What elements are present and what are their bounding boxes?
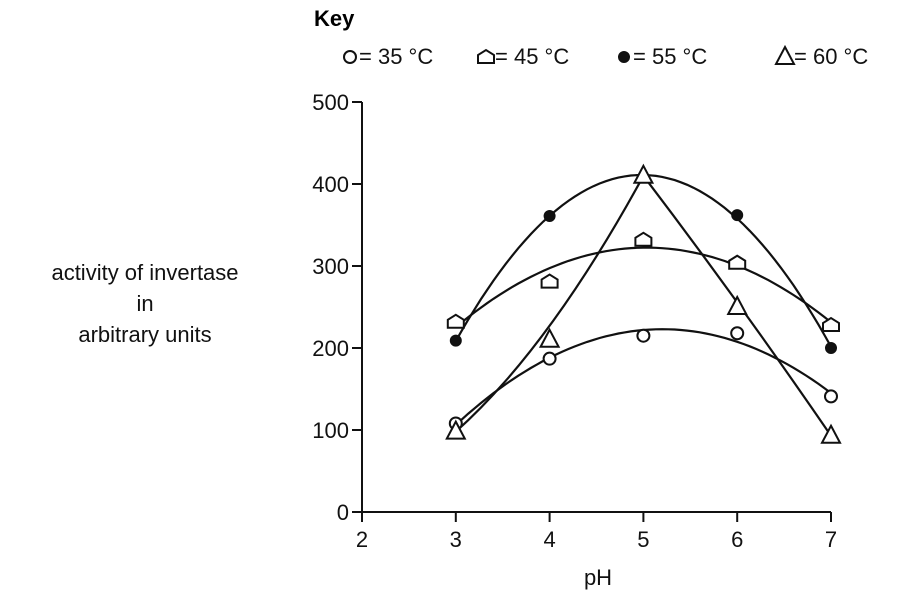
y-tick-label: 200 [312, 336, 349, 361]
point-60-c [726, 294, 748, 315]
point-60-c [632, 163, 655, 184]
point-35-c [824, 389, 838, 404]
point-60-c [538, 327, 561, 348]
point-60-c [820, 423, 842, 444]
legend-label-45-c: = 45 °C [495, 44, 569, 69]
legend-label-55-c: = 55 °C [633, 44, 707, 69]
y-axis-title-line: arbitrary units [78, 322, 211, 347]
x-tick-label: 7 [825, 527, 837, 552]
legend-symbol-45-c [477, 48, 495, 64]
point-45-c [822, 316, 840, 333]
x-tick-label: 2 [356, 527, 368, 552]
point-55-c [731, 209, 744, 222]
point-45-c [446, 313, 465, 329]
curves [454, 173, 832, 437]
y-axis-title-line: in [136, 291, 153, 316]
point-45-c [540, 273, 559, 289]
y-tick-label: 400 [312, 172, 349, 197]
point-55-c [543, 209, 556, 222]
point-35-c [636, 328, 651, 343]
point-55-c [449, 334, 462, 347]
curve-45-c [455, 246, 832, 329]
y-tick-label: 0 [337, 500, 349, 525]
y-axis-title-line: activity of invertase [51, 260, 238, 285]
x-tick-label: 5 [637, 527, 649, 552]
point-55-c [825, 342, 837, 354]
legend-title: Key [314, 6, 355, 31]
point-45-c [634, 231, 653, 247]
legend-symbol-60-c [774, 44, 796, 65]
point-35-c [542, 351, 557, 366]
point-45-c [728, 254, 747, 270]
legend-symbol-35-c [343, 50, 357, 64]
legend-label-35-c: = 35 °C [359, 44, 433, 69]
x-tick-label: 3 [450, 527, 462, 552]
curve-60-c [455, 173, 832, 437]
y-axis-title: activity of invertase in arbitrary units [51, 260, 238, 347]
legend-symbol-55-c [618, 51, 630, 63]
y-tick-label: 300 [312, 254, 349, 279]
point-60-c [445, 419, 467, 440]
curve-35-c [455, 328, 832, 426]
x-tick-label: 6 [731, 527, 743, 552]
legend-label-60-c: = 60 °C [794, 44, 868, 69]
y-tick-label: 500 [312, 90, 349, 115]
legend: Key = 35 °C = 45 °C = 55 °C = 60 °C [314, 6, 868, 69]
curve-55-c [454, 173, 832, 348]
x-tick-label: 4 [543, 527, 555, 552]
axes: 0 100 200 300 400 500 2 3 4 5 6 7 [312, 90, 837, 552]
x-axis-title: pH [584, 565, 612, 590]
data-points [445, 163, 842, 444]
y-tick-label: 100 [312, 418, 349, 443]
point-35-c [730, 326, 745, 341]
